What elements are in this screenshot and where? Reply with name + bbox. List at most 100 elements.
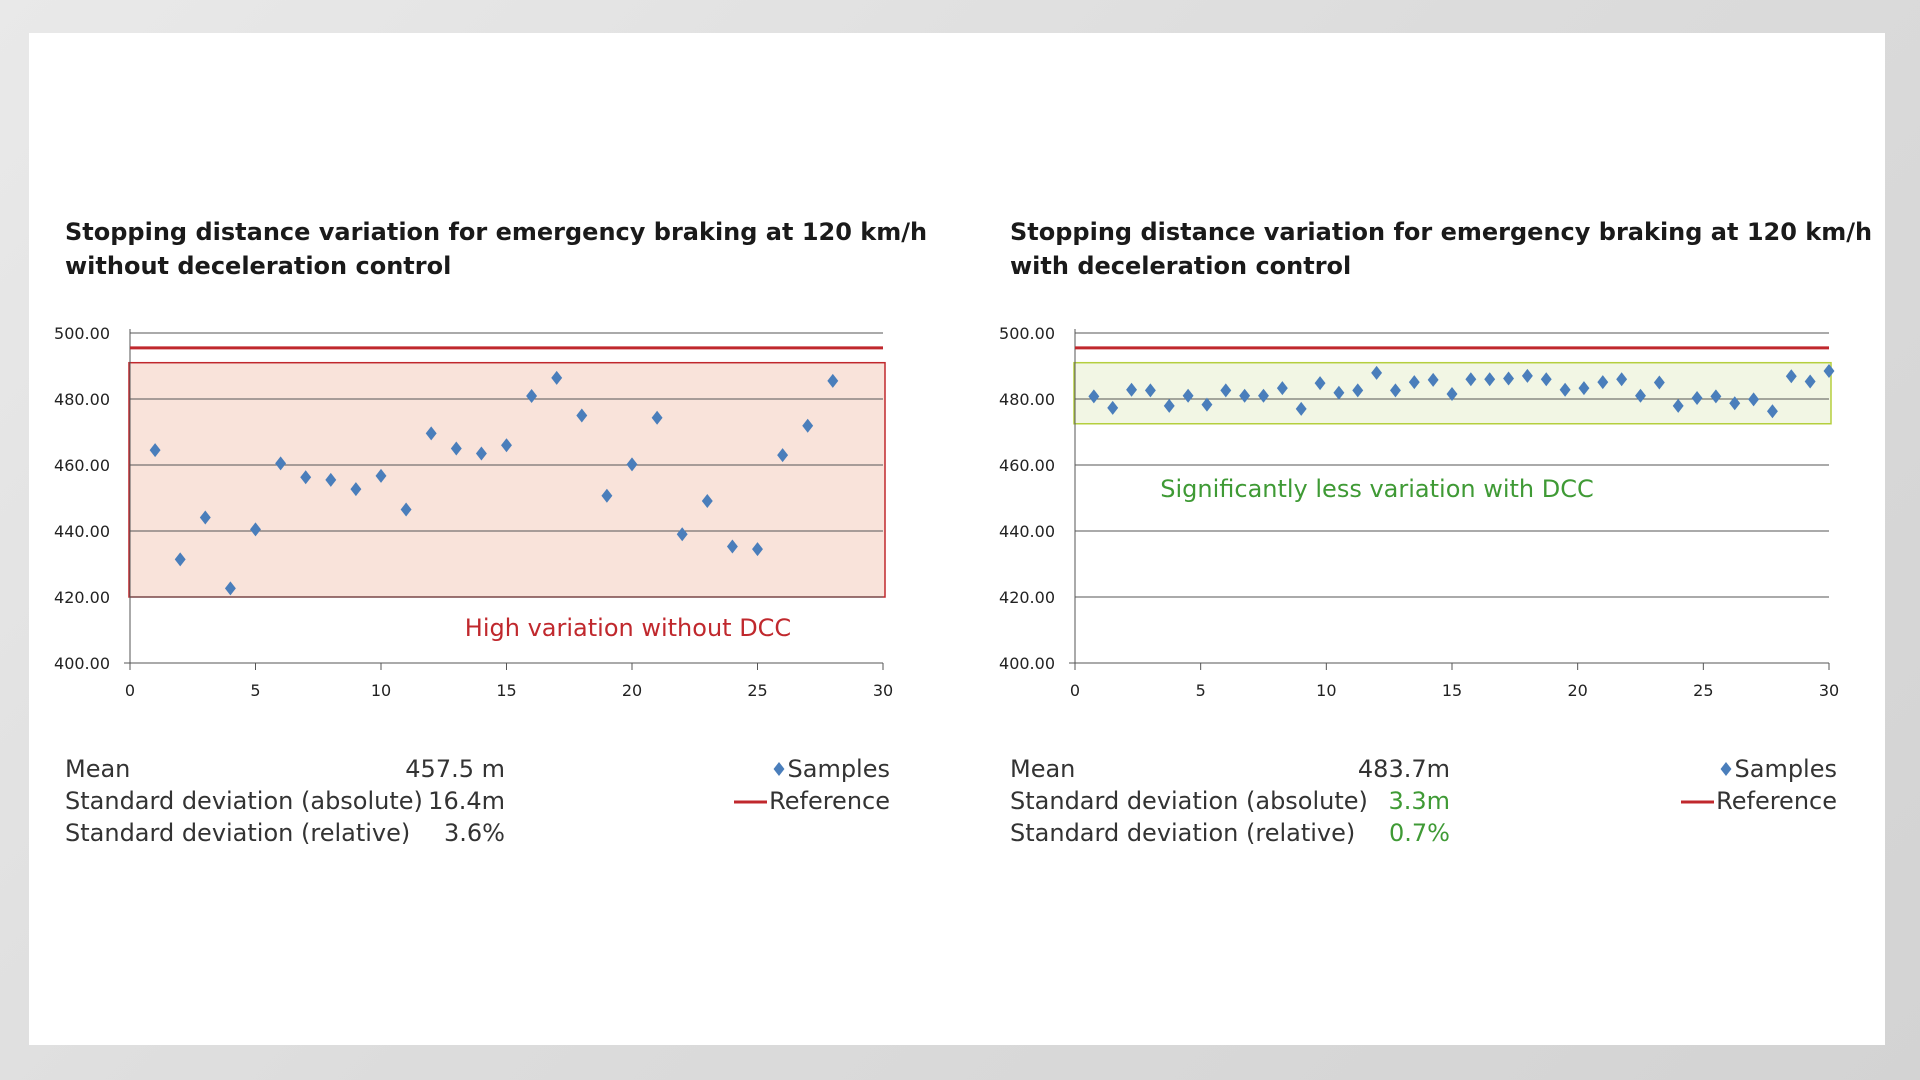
x-tick-label: 0	[125, 681, 135, 700]
sample-point	[224, 581, 236, 596]
sample-point	[1653, 375, 1665, 390]
sample-point	[350, 482, 362, 497]
stat-label: Mean	[65, 755, 130, 783]
sample-point	[726, 539, 738, 554]
x-tick-label: 10	[1316, 681, 1336, 700]
chart-title: Stopping distance variation for emergenc…	[1010, 218, 1872, 246]
sample-point	[1484, 372, 1496, 387]
sample-point	[1748, 392, 1760, 407]
x-tick-label: 30	[873, 681, 893, 700]
x-tick-label: 10	[371, 681, 391, 700]
sample-point	[1333, 385, 1345, 400]
legend-reference-label: Reference	[1716, 787, 1837, 815]
sample-point	[1276, 381, 1288, 396]
x-tick-label: 25	[747, 681, 767, 700]
sample-point	[827, 373, 839, 388]
sample-point	[375, 468, 387, 483]
y-tick-label: 460.00	[54, 456, 110, 475]
variation-annotation: High variation without DCC	[465, 614, 791, 642]
sample-point	[1144, 383, 1156, 398]
y-tick-label: 400.00	[999, 654, 1055, 673]
sample-point	[777, 448, 789, 463]
sample-point	[149, 443, 161, 458]
sample-point	[1126, 382, 1138, 397]
x-tick-label: 25	[1693, 681, 1713, 700]
variation-annotation: Significantly less variation with DCC	[1160, 475, 1594, 503]
variation-band	[128, 361, 886, 598]
stat-value: 3.3m	[1388, 787, 1450, 815]
stat-label: Standard deviation (relative)	[65, 819, 410, 847]
y-tick-label: 440.00	[54, 522, 110, 541]
x-tick-label: 20	[622, 681, 642, 700]
slide-card: Stopping distance variation for emergenc…	[29, 33, 1885, 1045]
sample-point	[551, 370, 563, 385]
sample-point	[501, 438, 512, 453]
x-tick-label: 30	[1819, 681, 1839, 700]
stat-label: Standard deviation (absolute)	[1010, 787, 1368, 815]
x-tick-label: 0	[1070, 681, 1080, 700]
sample-point	[526, 389, 538, 404]
sample-point	[1088, 389, 1100, 404]
sample-point	[1823, 363, 1835, 378]
legend-reference-label: Reference	[769, 787, 890, 815]
sample-point	[1766, 404, 1778, 419]
sample-point	[752, 542, 763, 557]
stat-value: 483.7m	[1358, 755, 1450, 783]
legend-samples-label: Samples	[1735, 755, 1838, 783]
sample-point	[1540, 372, 1552, 387]
sample-point	[1521, 368, 1533, 383]
sample-point	[576, 408, 588, 423]
y-tick-label: 400.00	[54, 654, 110, 673]
y-tick-label: 500.00	[54, 324, 110, 343]
sample-point	[1710, 389, 1722, 404]
sample-point	[1578, 381, 1590, 396]
sample-point	[1804, 374, 1816, 389]
sample-point	[1616, 372, 1628, 387]
sample-point	[1785, 369, 1797, 384]
sample-point	[1352, 383, 1364, 398]
legend-samples-label: Samples	[788, 755, 891, 783]
y-tick-label: 440.00	[999, 522, 1055, 541]
sample-point	[1691, 391, 1703, 406]
stat-value: 16.4m	[428, 787, 505, 815]
sample-point	[1220, 383, 1232, 398]
sample-point	[1182, 388, 1194, 403]
sample-point	[400, 502, 412, 517]
sample-point	[1408, 375, 1420, 390]
sample-point	[300, 470, 312, 485]
chart-subtitle: with deceleration control	[1010, 252, 1351, 280]
y-tick-label: 480.00	[54, 390, 110, 409]
sample-point	[450, 441, 462, 456]
y-tick-label: 420.00	[54, 588, 110, 607]
sample-point	[1503, 371, 1515, 386]
sample-point	[1559, 382, 1571, 397]
sample-point	[701, 493, 713, 508]
sample-point	[1107, 400, 1119, 415]
sample-point	[475, 446, 487, 461]
sample-point	[1239, 388, 1251, 403]
x-tick-label: 5	[250, 681, 260, 700]
sample-point	[802, 418, 814, 433]
x-tick-label: 15	[1442, 681, 1462, 700]
sample-point	[651, 410, 663, 425]
sample-point	[1201, 397, 1213, 412]
sample-point	[1729, 396, 1741, 411]
charts-canvas: Stopping distance variation for emergenc…	[54, 218, 1872, 847]
stat-label: Mean	[1010, 755, 1075, 783]
sample-point	[1163, 398, 1175, 413]
sample-point	[250, 522, 261, 537]
sample-point	[325, 472, 337, 487]
stat-value: 3.6%	[444, 819, 505, 847]
legend-samples-marker	[773, 762, 785, 776]
stat-value: 457.5 m	[405, 755, 505, 783]
sample-point	[1295, 401, 1307, 416]
chart-title: Stopping distance variation for emergenc…	[65, 218, 927, 246]
sample-point	[676, 527, 688, 542]
sample-point	[1258, 388, 1269, 403]
sample-point	[1465, 372, 1477, 387]
stat-value: 0.7%	[1389, 819, 1450, 847]
legend-samples-marker	[1720, 762, 1732, 776]
x-tick-label: 20	[1567, 681, 1587, 700]
x-tick-label: 5	[1196, 681, 1206, 700]
stat-label: Standard deviation (absolute)	[65, 787, 423, 815]
